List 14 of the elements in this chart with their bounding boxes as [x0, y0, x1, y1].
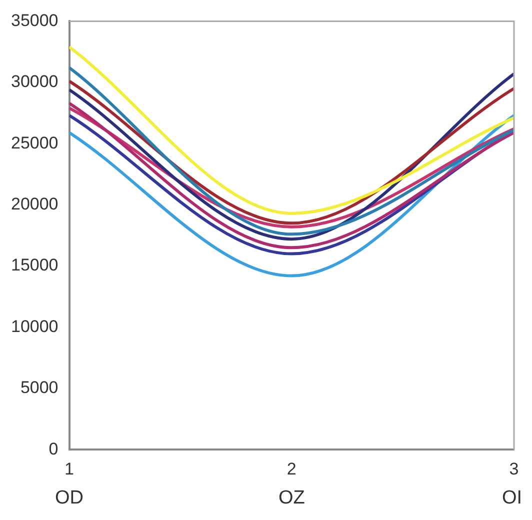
x-tick-label: 3	[509, 459, 519, 478]
text: OI	[502, 488, 522, 509]
y-tick-label: 10000	[10, 316, 58, 336]
x-tick-label: 2	[286, 459, 296, 478]
x-tick-label: 1	[64, 459, 74, 478]
y-tick-label: 0	[48, 439, 58, 458]
text: OZ	[278, 488, 306, 509]
text: OD	[55, 488, 84, 509]
y-tick-label: 30000	[10, 72, 58, 92]
y-tick-label: 15000	[10, 256, 58, 275]
y-tick-label: 5000	[20, 378, 58, 398]
y-tick-label: 25000	[10, 133, 58, 152]
y-tick-label: 35000	[10, 10, 58, 30]
y-tick-label: 20000	[10, 194, 58, 214]
